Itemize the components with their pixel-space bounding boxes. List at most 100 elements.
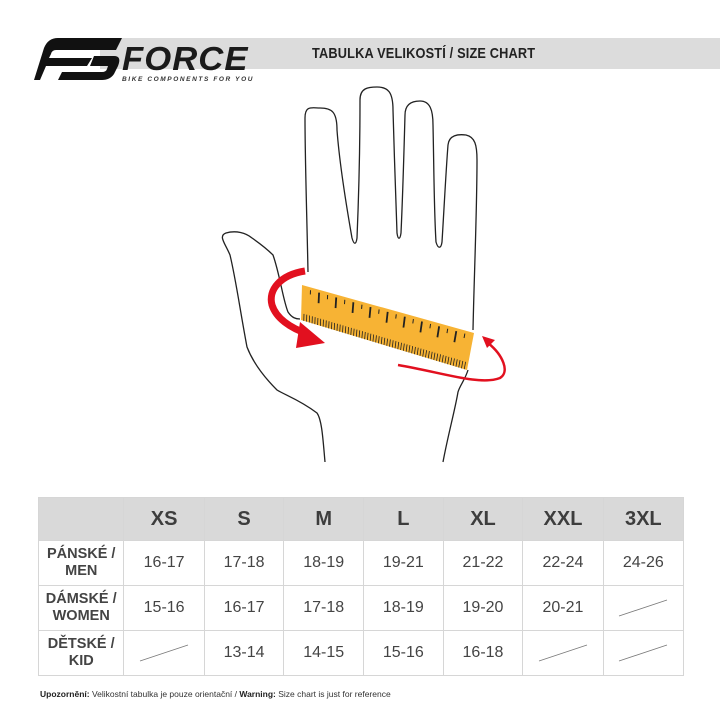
tape-tick-small bbox=[383, 337, 386, 346]
tape-tick-small bbox=[369, 333, 372, 341]
tape-tick-large bbox=[402, 316, 406, 328]
tape-tick-small bbox=[372, 334, 375, 342]
size-chart-table: XS S M L XL XXL 3XL PÁNSKÉ / MEN 16-17 17-1… bbox=[37, 497, 685, 676]
tape-tick-small bbox=[350, 327, 352, 336]
size-cell: 14-15 bbox=[283, 630, 365, 676]
size-cell: 19-20 bbox=[442, 585, 524, 631]
tape-tick-small bbox=[391, 340, 394, 348]
slash-icon bbox=[538, 644, 588, 662]
tape-ticks bbox=[303, 290, 467, 370]
tape-tick-small bbox=[414, 346, 416, 355]
size-cell: 16-18 bbox=[442, 630, 524, 676]
tape-tick-small bbox=[358, 330, 361, 338]
size-cell: 18-19 bbox=[283, 540, 365, 586]
size-cell: 16-17 bbox=[203, 585, 285, 631]
tape-tick-small bbox=[408, 345, 411, 353]
slash-icon bbox=[139, 644, 189, 662]
tape-tick-small bbox=[461, 360, 464, 369]
tape-tick-small bbox=[367, 332, 369, 341]
row-label-cz: DĚTSKÉ / bbox=[47, 636, 115, 652]
tape-tick-small bbox=[375, 335, 377, 343]
measuring-tape bbox=[301, 285, 474, 370]
note-text-en: Size chart is just for reference bbox=[275, 689, 391, 699]
page-title: TABULKA VELIKOSTÍ / SIZE CHART bbox=[312, 45, 536, 62]
tape-tick-small bbox=[386, 338, 388, 346]
tape-tick-small bbox=[422, 349, 425, 357]
tape-tick-small bbox=[450, 357, 453, 366]
slash-icon bbox=[619, 644, 668, 662]
tape-tick-small bbox=[433, 352, 436, 361]
tape-tick-large bbox=[368, 306, 372, 318]
table-header-row: XS S M L XL XXL 3XL bbox=[37, 497, 685, 541]
tape-tick-small bbox=[455, 359, 458, 367]
tape-tick-small bbox=[361, 331, 363, 339]
col-header: S bbox=[203, 497, 285, 541]
tape-tick-small bbox=[394, 341, 397, 349]
size-cell: 17-18 bbox=[203, 540, 285, 586]
size-cell: 16-17 bbox=[123, 540, 205, 586]
header-band bbox=[100, 38, 720, 69]
logo-wordmark: FORCE bbox=[122, 40, 249, 77]
tape-tick-large bbox=[463, 333, 466, 339]
size-cell: 17-18 bbox=[283, 585, 365, 631]
size-cell: 21-22 bbox=[442, 540, 524, 586]
row-label: PÁNSKÉ / MEN bbox=[37, 540, 125, 586]
col-header: XXL bbox=[522, 497, 604, 541]
hand-outline bbox=[221, 86, 478, 463]
tape-tick-small bbox=[364, 331, 366, 340]
row-label-cz: PÁNSKÉ / bbox=[46, 546, 116, 562]
tape-tick-small bbox=[447, 356, 450, 365]
tape-tick-small bbox=[389, 339, 391, 347]
warning-note: Upozornění: Velikostní tabulka je pouze … bbox=[40, 689, 391, 699]
slash-icon bbox=[619, 599, 668, 617]
size-cell: 20-21 bbox=[522, 585, 604, 631]
tape-tick-small bbox=[342, 325, 344, 333]
tape-tick-small bbox=[438, 354, 441, 362]
header-corner bbox=[37, 497, 125, 541]
note-label-en: Warning: bbox=[239, 689, 276, 699]
tape-tick-small bbox=[430, 351, 433, 360]
force-logo-icon bbox=[34, 38, 122, 80]
tape-tick-large bbox=[385, 311, 389, 323]
tape-tick-small bbox=[355, 329, 358, 337]
table-row: DĚTSKÉ / KID 13-14 14-15 15-16 16-18 bbox=[37, 630, 685, 676]
tape-tick-small bbox=[416, 347, 419, 356]
tape-tick-large bbox=[436, 326, 441, 338]
tape-tick-large bbox=[429, 323, 432, 329]
tape-tick-small bbox=[441, 355, 444, 363]
size-cell: 22-24 bbox=[522, 540, 604, 586]
tape-tick-small bbox=[436, 353, 439, 361]
row-label: DĚTSKÉ / KID bbox=[37, 630, 125, 676]
tape-tick-small bbox=[405, 344, 408, 352]
tape-tick-small bbox=[400, 342, 402, 351]
row-label-en: MEN bbox=[65, 563, 98, 579]
measure-arrow-large-head bbox=[296, 322, 325, 348]
col-header: L bbox=[363, 497, 444, 541]
size-cell: 15-16 bbox=[123, 585, 205, 631]
not-available-cell bbox=[602, 630, 685, 676]
note-label-cz: Upozornění: bbox=[40, 689, 90, 699]
tape-tick-small bbox=[419, 348, 422, 356]
tape-tick-small bbox=[458, 360, 461, 368]
tape-tick-large bbox=[395, 314, 397, 319]
row-label-en: WOMEN bbox=[52, 608, 110, 624]
tape-tick-small bbox=[347, 327, 349, 335]
tape-tick-small bbox=[411, 346, 414, 354]
logo-tagline: BIKE COMPONENTS FOR YOU bbox=[122, 76, 255, 83]
size-cell: 24-26 bbox=[602, 540, 685, 586]
tape-tick-large bbox=[334, 297, 338, 309]
measure-arrow-small-icon bbox=[397, 342, 506, 382]
size-cell: 13-14 bbox=[203, 630, 285, 676]
tape-tick-small bbox=[463, 361, 467, 370]
tape-tick-small bbox=[452, 358, 455, 366]
table-row: DÁMSKÉ / WOMEN 15-16 16-17 17-18 18-19 19-20 20… bbox=[37, 585, 685, 631]
tape-tick-large bbox=[453, 330, 458, 343]
measure-arrow-small-head bbox=[482, 336, 495, 348]
size-cell: 18-19 bbox=[363, 585, 444, 631]
row-label-cz: DÁMSKÉ / bbox=[45, 591, 117, 607]
size-cell: 19-21 bbox=[363, 540, 444, 586]
col-header: 3XL bbox=[602, 497, 685, 541]
tape-tick-large bbox=[419, 321, 423, 333]
not-available-cell bbox=[602, 585, 685, 631]
not-available-cell bbox=[522, 630, 604, 676]
